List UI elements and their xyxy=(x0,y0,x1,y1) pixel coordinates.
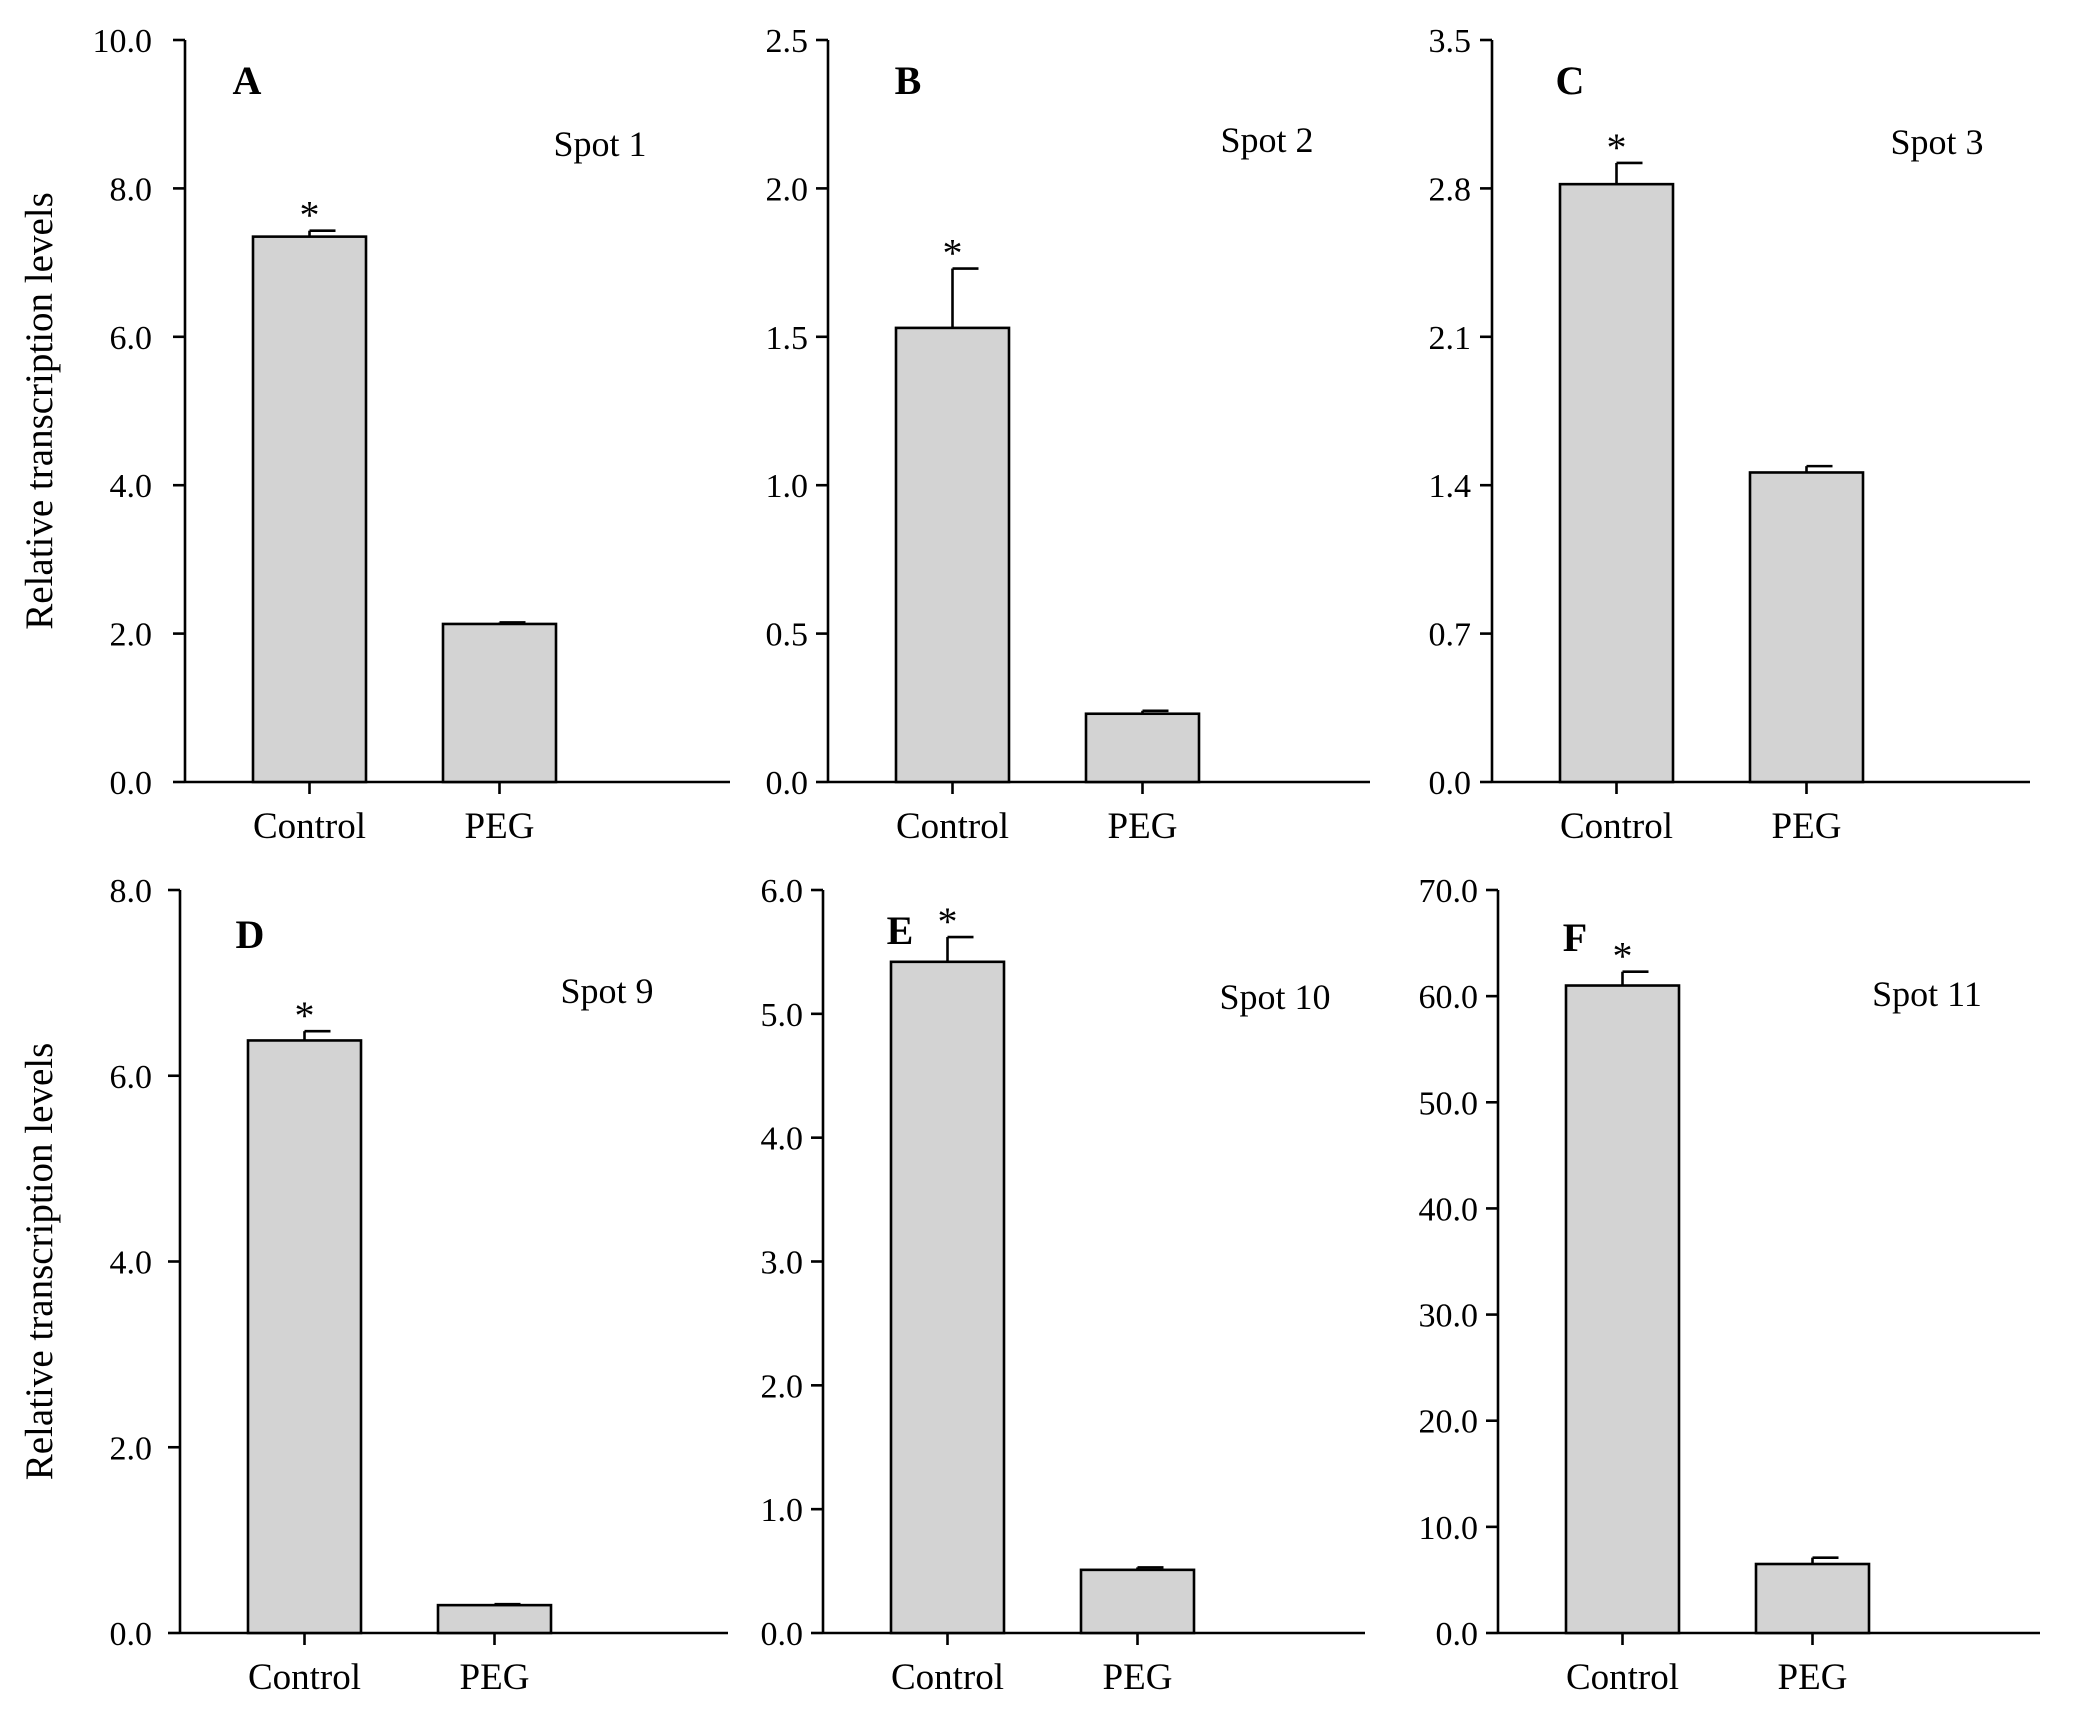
y-tick-label: 10.0 xyxy=(93,23,153,60)
y-tick-label: 5.0 xyxy=(761,997,804,1034)
x-tick-label-control: Control xyxy=(896,806,1009,847)
y-tick-label: 0.0 xyxy=(766,765,809,802)
y-tick-label: 30.0 xyxy=(1419,1298,1479,1335)
panel-d: 0.0 2.0 4.0 6.0 8.0 Control * PEG D Spot 9 Relativ… xyxy=(18,873,728,1698)
panel-title: Spot 3 xyxy=(1890,122,1983,162)
y-tick-label: 3.0 xyxy=(761,1245,804,1282)
bar-control xyxy=(246,1039,363,1635)
panel-title: Spot 9 xyxy=(560,971,653,1011)
y-tick-label: 1.0 xyxy=(766,468,809,505)
x-tick-label-peg: PEG xyxy=(1778,1657,1848,1698)
panel-title: Spot 10 xyxy=(1219,977,1330,1017)
panel-letter: F xyxy=(1563,915,1587,960)
x-tick-label-control: Control xyxy=(248,1657,361,1698)
x-tick-label-peg: PEG xyxy=(460,1657,530,1698)
y-tick-label: 70.0 xyxy=(1419,873,1479,910)
bar-peg xyxy=(1754,1562,1871,1635)
bar-control xyxy=(1564,984,1681,1635)
y-tick-label: 10.0 xyxy=(1419,1510,1479,1547)
x-tick-label-control: Control xyxy=(1560,806,1673,847)
significance-mark: * xyxy=(1613,934,1633,979)
x-tick-label-peg: PEG xyxy=(1108,806,1178,847)
y-tick-label: 50.0 xyxy=(1419,1085,1479,1122)
y-tick-label: 60.0 xyxy=(1419,979,1479,1016)
x-tick-label-control: Control xyxy=(1566,1657,1679,1698)
bar-control xyxy=(894,326,1011,784)
x-tick-label-control: Control xyxy=(253,806,366,847)
bar-peg xyxy=(1748,471,1865,784)
y-tick-label: 2.8 xyxy=(1429,171,1472,208)
bar-control xyxy=(889,960,1006,1635)
y-tick-label: 0.0 xyxy=(761,1616,804,1653)
y-tick-label: 6.0 xyxy=(110,320,153,357)
significance-mark: * xyxy=(295,993,315,1038)
y-tick-label: 6.0 xyxy=(761,873,804,910)
y-tick-label: 20.0 xyxy=(1419,1404,1479,1441)
significance-mark: * xyxy=(1607,125,1627,170)
panel-letter: D xyxy=(236,912,265,957)
y-tick-label: 4.0 xyxy=(110,1245,153,1282)
y-tick-label: 2.0 xyxy=(766,171,809,208)
panel-letter: C xyxy=(1556,58,1585,103)
y-tick-label: 8.0 xyxy=(110,873,153,910)
significance-mark: * xyxy=(938,899,958,944)
y-tick-label: 40.0 xyxy=(1419,1191,1479,1228)
y-tick-label: 1.4 xyxy=(1429,468,1472,505)
y-tick-label: 2.1 xyxy=(1429,320,1472,357)
significance-mark: * xyxy=(943,231,963,276)
x-tick-label-peg: PEG xyxy=(465,806,535,847)
y-tick-label: 2.0 xyxy=(110,1430,153,1467)
y-tick-label: 1.5 xyxy=(766,320,809,357)
y-tick-label: 8.0 xyxy=(110,171,153,208)
panel-title: Spot 1 xyxy=(553,124,646,164)
y-tick-label: 4.0 xyxy=(110,468,153,505)
panel-f: 0.0 10.0 20.0 30.0 40.0 50.0 60.0 70.0 Control * P… xyxy=(1419,873,2040,1698)
y-tick-label: 3.5 xyxy=(1429,23,1472,60)
panel-title: Spot 2 xyxy=(1220,120,1313,160)
y-tick-label: 0.5 xyxy=(766,617,809,654)
x-tick-label-peg: PEG xyxy=(1772,806,1842,847)
y-tick-label: 0.7 xyxy=(1429,617,1472,654)
panel-letter: E xyxy=(887,908,914,953)
y-tick-label: 1.0 xyxy=(761,1492,804,1529)
panel-title: Spot 11 xyxy=(1872,974,1982,1014)
y-tick-label: 4.0 xyxy=(761,1121,804,1158)
significance-mark: * xyxy=(300,193,320,238)
panel-e: 0.0 1.0 2.0 3.0 4.0 5.0 6.0 Control * PEG E Spot 10 xyxy=(761,873,1365,1698)
y-tick-label: 0.0 xyxy=(1429,765,1472,802)
panel-c: 0.0 0.7 1.4 2.1 2.8 3.5 Control * PEG C Spot 3 xyxy=(1429,23,2030,847)
bar-peg xyxy=(441,622,558,784)
y-tick-label: 2.0 xyxy=(110,617,153,654)
y-tick-label: 0.0 xyxy=(110,1616,153,1653)
y-tick-label: 6.0 xyxy=(110,1059,153,1096)
y-axis-label: Relative transcription levels xyxy=(18,192,61,630)
bar-peg xyxy=(436,1603,553,1635)
y-tick-label: 0.0 xyxy=(110,765,153,802)
x-tick-label-peg: PEG xyxy=(1103,1657,1173,1698)
bar-control xyxy=(1558,182,1675,784)
y-axis-label: Relative transcription levels xyxy=(18,1043,61,1481)
panel-b: 0.0 0.5 1.0 1.5 2.0 2.5 Control * PEG B Spot 2 xyxy=(766,23,1370,847)
bar-control xyxy=(251,235,368,784)
y-tick-label: 2.0 xyxy=(761,1368,804,1405)
panel-letter: A xyxy=(233,58,262,103)
y-tick-label: 2.5 xyxy=(766,23,809,60)
bar-peg xyxy=(1084,712,1201,784)
panel-letter: B xyxy=(895,58,922,103)
bar-peg xyxy=(1079,1568,1196,1635)
x-tick-label-control: Control xyxy=(891,1657,1004,1698)
panel-a: 0.0 2.0 4.0 6.0 8.0 10.0 Control * PEG A Spot 1 Rel… xyxy=(18,23,730,847)
y-tick-label: 0.0 xyxy=(1436,1616,1479,1653)
